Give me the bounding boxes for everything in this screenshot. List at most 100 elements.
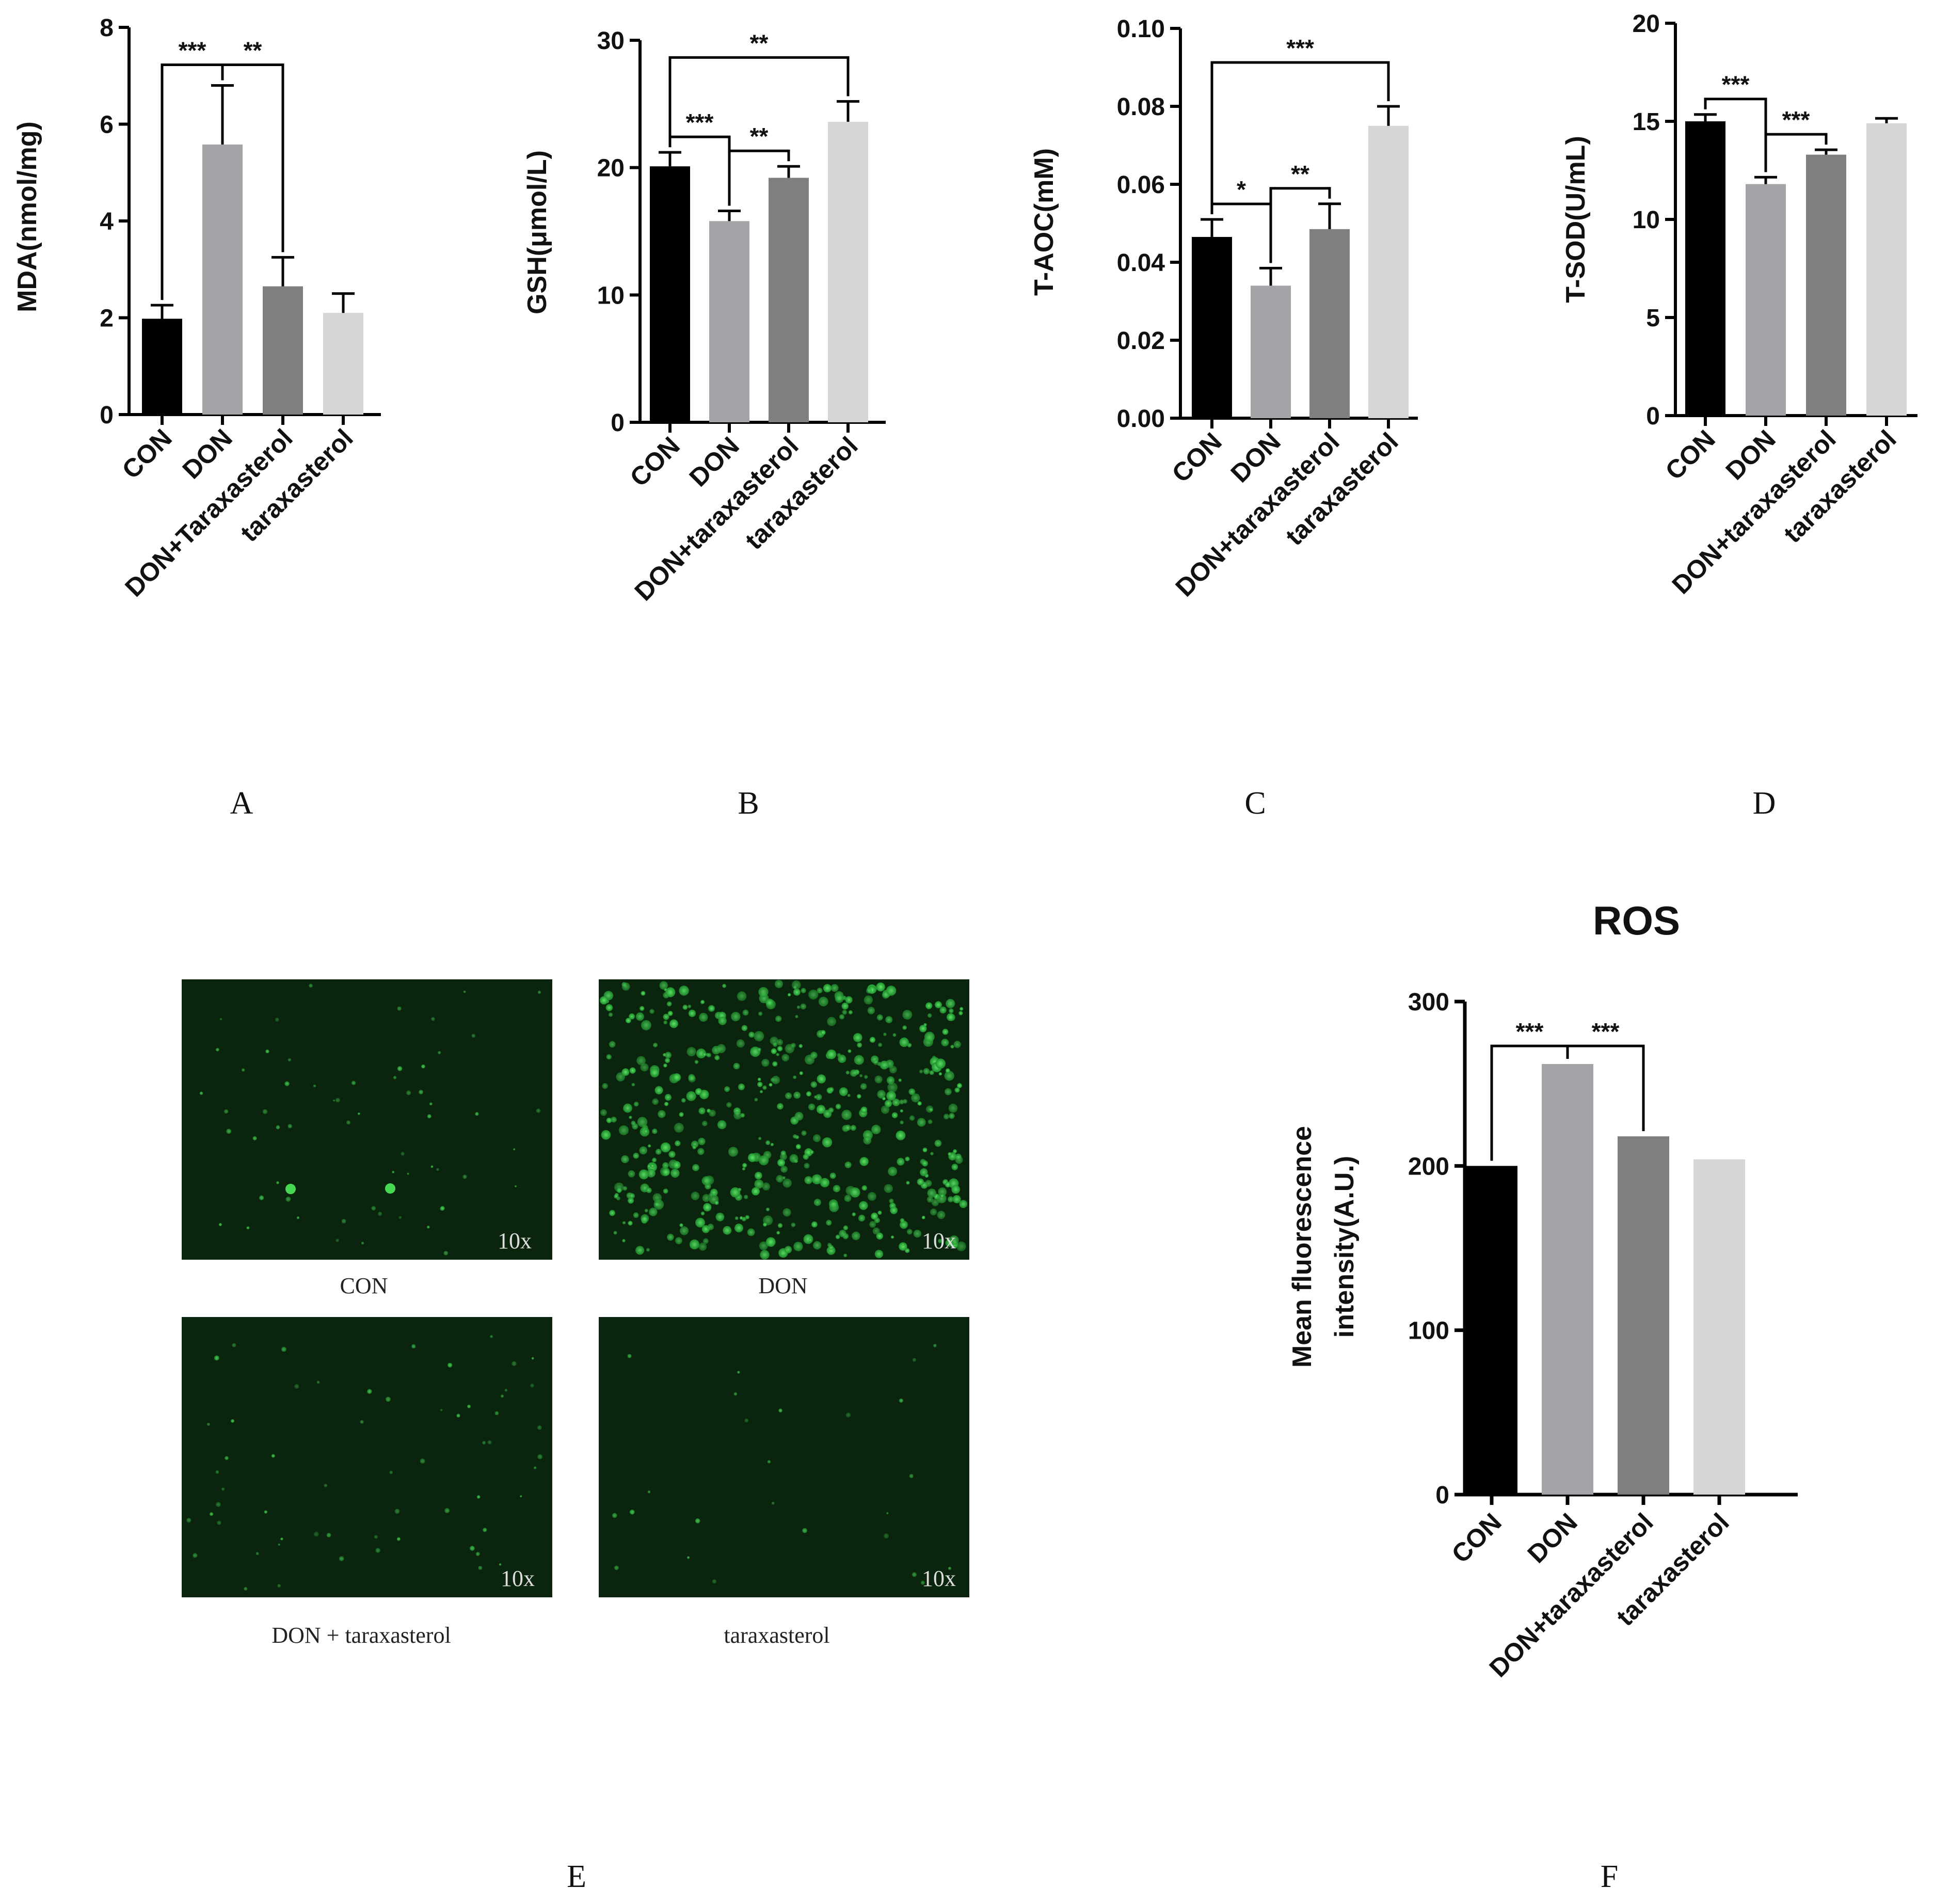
fluorescent-cell [936, 1193, 947, 1203]
fluorescent-cell [839, 1087, 848, 1096]
fluorescent-cell [393, 1075, 397, 1080]
fluorescent-cell [828, 1199, 838, 1209]
fluorescent-cell [702, 1052, 707, 1057]
fluorescent-cell [922, 1147, 928, 1152]
fluorescent-cell [613, 1231, 617, 1235]
x-tick-label: CON [117, 423, 178, 484]
fluorescent-cell [278, 1543, 280, 1546]
fluorescent-cell [692, 1145, 696, 1150]
fluorescent-cell [664, 1102, 669, 1106]
fluorescent-cell [206, 1422, 210, 1426]
y-axis-title: T-AOC(mM) [1029, 148, 1059, 296]
fluorescent-cell [193, 1553, 198, 1558]
fluorescent-cell [463, 990, 466, 993]
fluorescent-cell [883, 1033, 887, 1036]
fluorescent-cell [829, 1087, 834, 1092]
fluorescent-cell [335, 1239, 339, 1242]
fluorescent-cell [681, 1098, 686, 1103]
fluorescent-cell [339, 1556, 344, 1561]
fluorescent-cell [793, 1075, 797, 1080]
fluorescent-cell [259, 1195, 264, 1200]
fluorescent-cell [537, 990, 541, 994]
micrograph-cells [186, 1335, 543, 1591]
fluorescent-cell [816, 1105, 826, 1114]
fluorescent-cell [440, 1206, 445, 1211]
fluorescent-cell [701, 1176, 711, 1186]
fluorescent-cell [935, 1058, 946, 1069]
fluorescent-cell [850, 1069, 858, 1077]
fluorescent-cell [817, 1074, 826, 1084]
fluorescent-cell [734, 1216, 739, 1220]
fluorescent-cell [647, 1169, 656, 1178]
bar-3 [1693, 1159, 1745, 1495]
fluorescent-cell [650, 1068, 660, 1077]
fluorescent-cell [909, 1115, 915, 1121]
fluorescent-cell [722, 983, 727, 988]
fluorescent-cell [644, 1129, 648, 1134]
fluorescent-cell [796, 1005, 801, 1009]
fluorescent-cell [808, 989, 819, 1000]
fluorescent-cell [341, 1218, 346, 1224]
fluorescent-cell [401, 1152, 405, 1156]
fluorescent-cell [653, 1042, 658, 1048]
fluorescent-cell [821, 1030, 826, 1035]
fluorescent-cell [877, 1090, 886, 1099]
fluorescent-cell [835, 1234, 840, 1240]
magnification-label: 10x [501, 1566, 535, 1591]
fluorescent-cell [844, 1161, 852, 1168]
fluorescent-cell [668, 1151, 676, 1158]
fluorescent-cell [912, 1572, 917, 1577]
fluorescent-cell [648, 1144, 651, 1148]
fluorescent-cell [494, 1411, 499, 1416]
fluorescent-cell [724, 1086, 730, 1092]
fluorescent-cell [692, 1164, 699, 1171]
fluorescent-cell [754, 1098, 758, 1102]
fluorescent-cell [911, 1093, 920, 1103]
fluorescent-cell [209, 1512, 214, 1516]
fluorescent-cell [520, 1495, 522, 1498]
fluorescent-cell [905, 1156, 910, 1162]
fluorescent-cell [758, 1155, 769, 1166]
bar-3 [1368, 125, 1409, 418]
fluorescent-cell [646, 1187, 652, 1193]
y-tick-label: 30 [597, 27, 625, 55]
panel-letter-b: B [738, 786, 759, 821]
fluorescent-cell [949, 1008, 954, 1013]
fluorescent-cell [664, 1052, 672, 1059]
fluorescent-cell [487, 1440, 492, 1445]
fluorescent-cell [811, 1221, 818, 1228]
y-tick-label: 0.06 [1117, 171, 1165, 199]
fluorescent-cell [861, 1185, 867, 1191]
fluorescent-cell [754, 1031, 764, 1042]
fluorescent-cell [884, 1533, 889, 1539]
fluorescent-cell [869, 1220, 876, 1228]
fluorescent-cell [616, 1072, 626, 1082]
fluorescent-cell [945, 1181, 951, 1188]
fluorescent-cell [919, 1025, 927, 1033]
fluorescent-cell [920, 1168, 928, 1177]
fluorescent-cell [793, 1242, 803, 1251]
fluorescent-cell [871, 1212, 878, 1220]
fluorescent-cell [629, 1067, 636, 1074]
fluorescent-cell [886, 1091, 896, 1101]
fluorescent-cell [644, 1209, 648, 1213]
fluorescent-cell [675, 1140, 681, 1147]
fluorescent-cell [880, 1060, 889, 1070]
fluorescent-cell [758, 1137, 762, 1140]
fluorescent-cell [899, 1398, 903, 1403]
fluorescent-cell [884, 1100, 892, 1107]
fluorescent-cell [741, 1216, 746, 1221]
fluorescent-cell [514, 1185, 517, 1187]
fluorescent-cell [462, 1175, 467, 1179]
significance-label: ** [244, 37, 262, 64]
fluorescent-cell [876, 1232, 884, 1240]
fluorescent-cell [765, 998, 774, 1007]
fluorescent-cell [606, 1117, 612, 1123]
fluorescent-cell [776, 1175, 784, 1183]
fluorescent-cell [752, 1187, 760, 1196]
fluorescent-cell [221, 1487, 225, 1491]
fluorescent-cell [653, 1199, 664, 1210]
fluorescent-cell [663, 1053, 666, 1057]
fluorescent-cell [897, 1157, 905, 1166]
fluorescent-cell [931, 1198, 939, 1207]
